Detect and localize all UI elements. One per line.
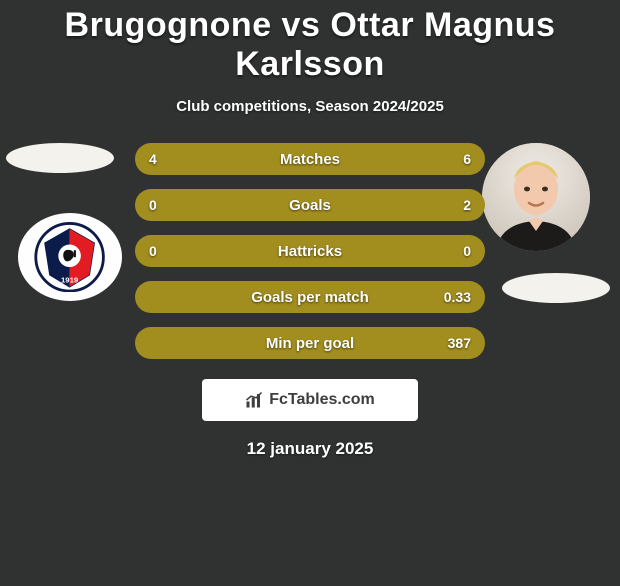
stat-label: Matches (280, 151, 340, 168)
stat-right-value: 0.33 (444, 289, 471, 305)
stat-left-value: 0 (149, 197, 157, 213)
stat-right-value: 6 (463, 151, 471, 167)
comparison-panel: 1919 4 Matches 6 0 (0, 143, 620, 459)
stat-row: Min per goal 387 (135, 327, 485, 359)
page-title: Brugognone vs Ottar Magnus Karlsson (0, 6, 620, 84)
stat-row: 0 Hattricks 0 (135, 235, 485, 267)
stat-left-value: 0 (149, 243, 157, 259)
left-player-ellipse (6, 143, 114, 173)
stat-right-value: 2 (463, 197, 471, 213)
club-badge-icon: 1919 (28, 222, 111, 292)
stat-row: 4 Matches 6 (135, 143, 485, 175)
stat-row: Goals per match 0.33 (135, 281, 485, 313)
stats-rows: 4 Matches 6 0 Goals 2 0 Hattricks 0 Goal… (135, 143, 485, 359)
stat-right-value: 387 (448, 335, 471, 351)
left-club-badge: 1919 (18, 213, 122, 301)
stat-label: Goals per match (251, 289, 369, 306)
stat-label: Hattricks (278, 243, 342, 260)
avatar-icon (482, 143, 590, 251)
bar-chart-icon (245, 391, 263, 409)
subtitle: Club competitions, Season 2024/2025 (0, 98, 620, 115)
right-player-avatar (482, 143, 590, 251)
brand-label: FcTables.com (269, 391, 375, 409)
stat-label: Goals (289, 197, 331, 214)
svg-text:1919: 1919 (61, 275, 79, 284)
stat-row: 0 Goals 2 (135, 189, 485, 221)
stat-label: Min per goal (266, 335, 354, 352)
stat-right-value: 0 (463, 243, 471, 259)
right-player-ellipse (502, 273, 610, 303)
stat-left-value: 4 (149, 151, 157, 167)
brand-box: FcTables.com (202, 379, 418, 421)
snapshot-date: 12 january 2025 (0, 439, 620, 459)
